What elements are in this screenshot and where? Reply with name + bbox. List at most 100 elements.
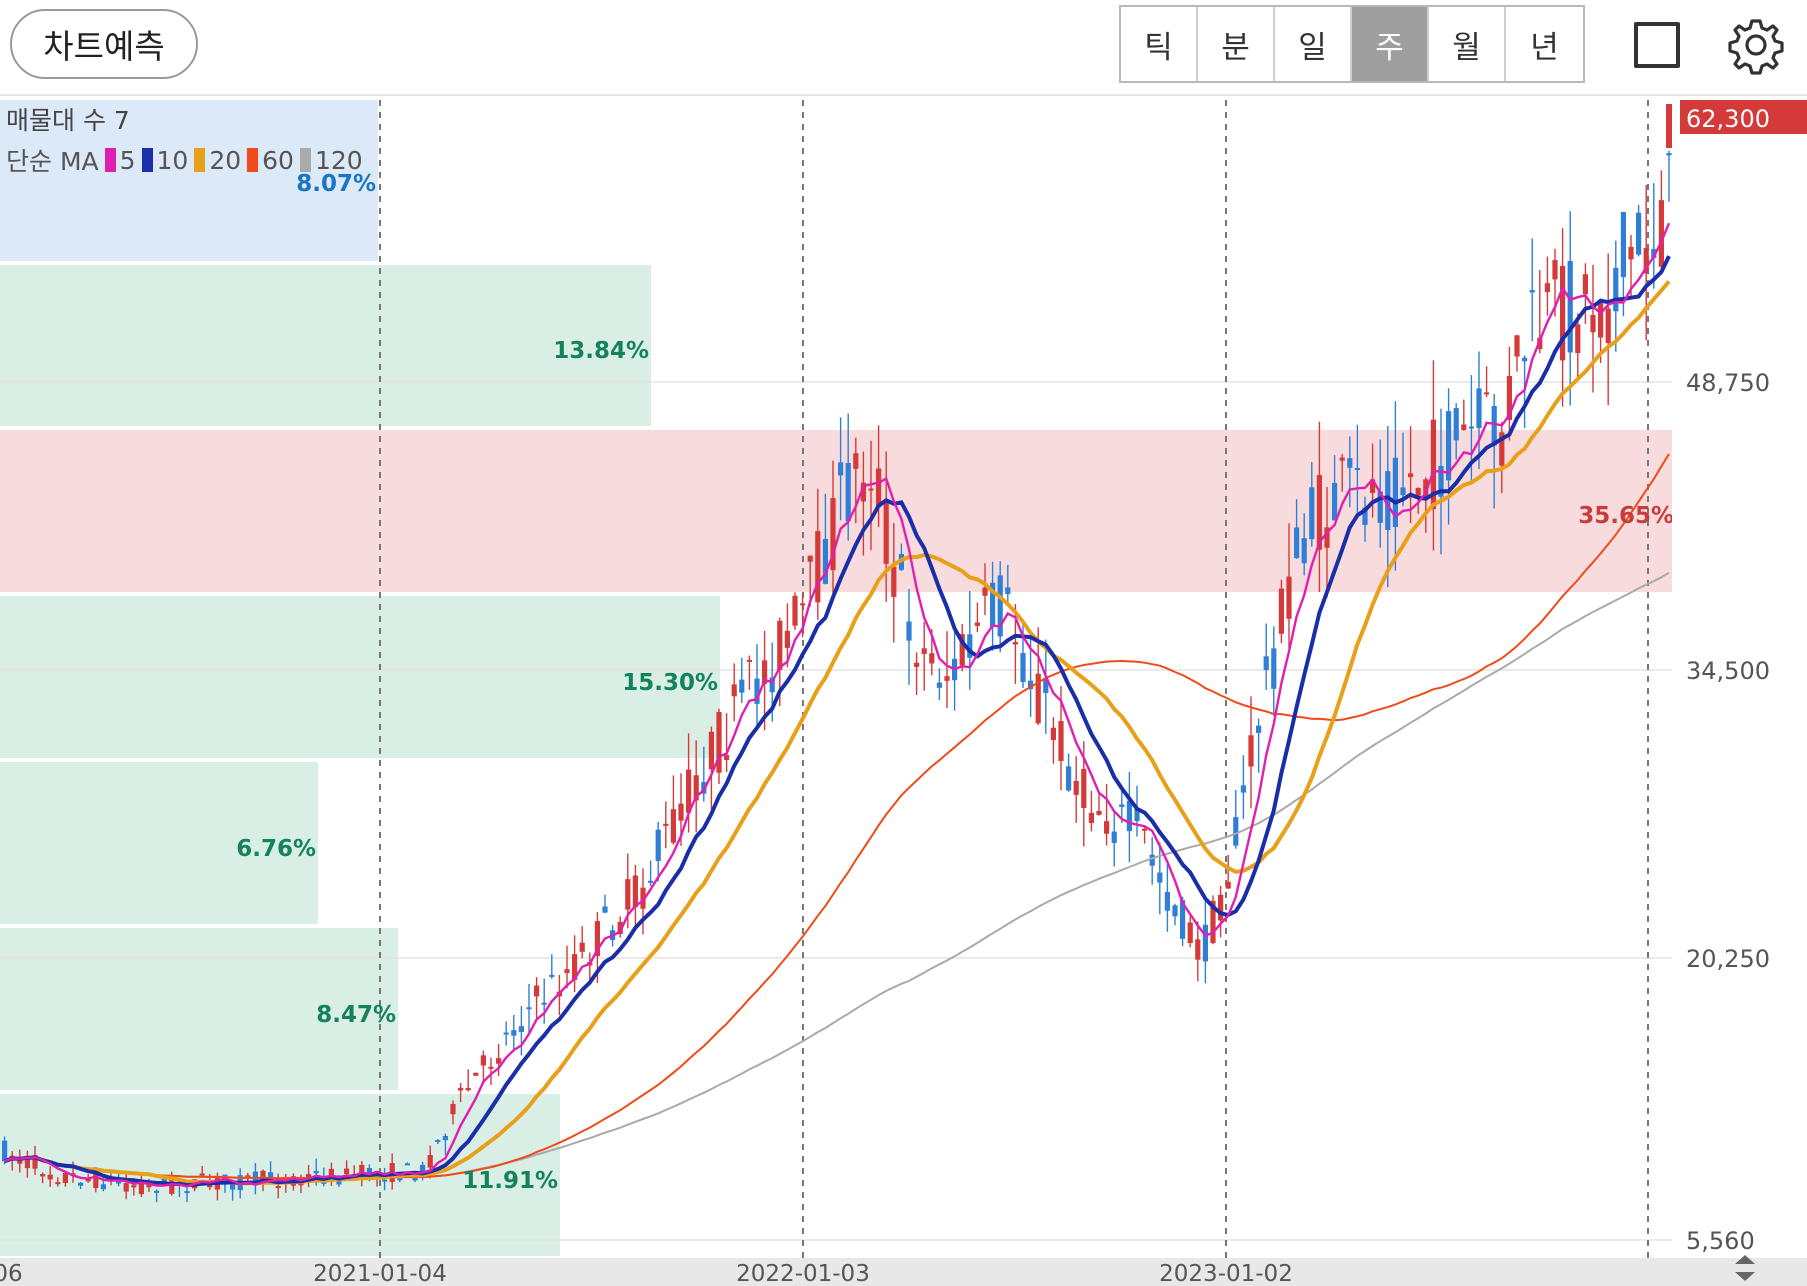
candle-up <box>594 921 600 957</box>
candle-up <box>1104 821 1110 834</box>
candle-up <box>32 1155 38 1169</box>
volume-profile-bar <box>0 928 398 1090</box>
candle-down <box>1172 905 1178 917</box>
period-tab-year[interactable]: 년 <box>1530 29 1559 66</box>
period-tab-tick[interactable]: 틱 <box>1121 7 1198 81</box>
volume-profile-label: 35.65% <box>1578 503 1674 529</box>
candle-down <box>404 1163 410 1166</box>
candle-up <box>564 969 570 974</box>
candle-down <box>1233 817 1239 846</box>
volume-profile-label: 13.84% <box>553 338 649 364</box>
candle-up <box>123 1183 129 1192</box>
candle-up <box>1316 475 1322 550</box>
candle-down <box>78 1182 84 1186</box>
candle-up <box>1210 900 1216 944</box>
candle-down <box>1149 854 1155 866</box>
candle-down <box>1666 153 1672 156</box>
volume-profile-label: 11.91% <box>462 1168 558 1194</box>
gear-icon[interactable] <box>1726 15 1786 75</box>
chart-predict-button[interactable]: 차트예측 <box>10 9 198 79</box>
candle-down <box>1066 766 1072 791</box>
volume-profile-bar <box>0 596 720 758</box>
period-tab-month[interactable]: 월 <box>1429 7 1506 81</box>
candle-up <box>344 1168 350 1175</box>
candle-down <box>967 634 973 658</box>
candle-up <box>1218 894 1224 921</box>
candle-up <box>1560 265 1566 361</box>
ma120-label: 120 <box>314 145 363 175</box>
ma5-swatch <box>104 148 116 172</box>
candle-up <box>632 875 638 908</box>
ma-legend: 단순 MA 5 10 20 60 120 <box>6 142 363 178</box>
candle-up <box>1324 527 1330 548</box>
candle-up <box>138 1183 144 1195</box>
candle-down <box>1271 648 1277 689</box>
volume-profile-bar <box>0 100 378 261</box>
candle-up <box>731 684 737 697</box>
candle-down <box>435 1140 441 1143</box>
candle-down <box>336 1181 342 1185</box>
candle-up <box>663 823 669 826</box>
candle-down <box>1476 388 1482 429</box>
candle-up <box>260 1170 266 1180</box>
candle-up <box>1658 200 1664 267</box>
candle-up <box>1408 473 1414 478</box>
price-axis-tick-label: 48,750 <box>1686 369 1770 397</box>
top-toolbar: 차트예측 틱 분 일 주 월 년 <box>0 0 1807 96</box>
candle-down <box>230 1184 236 1190</box>
candle-down <box>1111 831 1117 844</box>
time-axis-tick-label: 2022-01-03 <box>736 1261 870 1286</box>
candle-down <box>1362 507 1368 525</box>
ma60-swatch <box>247 148 259 172</box>
period-tab-week[interactable]: 주 <box>1352 7 1429 81</box>
candle-down <box>1354 468 1360 471</box>
candle-down <box>1636 212 1642 255</box>
candle-up <box>496 1058 502 1064</box>
candle-up <box>1590 314 1596 333</box>
ma10-swatch <box>141 148 153 172</box>
volume-profile-bar <box>0 265 651 426</box>
candle-down <box>1028 680 1034 690</box>
candle-up <box>974 622 980 626</box>
candle-down <box>1157 872 1163 883</box>
candle-down <box>1180 900 1186 939</box>
candle-up <box>1142 828 1148 831</box>
candle-up <box>199 1173 205 1176</box>
candle-down <box>1567 260 1573 353</box>
volume-profile-label: 15.30% <box>622 670 718 696</box>
period-tab-day[interactable]: 일 <box>1275 7 1352 81</box>
candle-down <box>1620 212 1626 278</box>
scroll-arrows-icon[interactable] <box>1735 1255 1755 1281</box>
candle-down <box>1134 808 1140 822</box>
candle-down <box>1385 471 1391 531</box>
candle-up <box>1643 247 1649 274</box>
candle-down <box>1377 491 1383 523</box>
candle-up <box>465 1087 471 1091</box>
candle-down <box>184 1191 190 1194</box>
candle-up <box>1088 812 1094 823</box>
candle-up <box>914 662 920 667</box>
candle-down <box>503 1032 509 1035</box>
candle-up <box>777 620 783 671</box>
price-chart[interactable]: 8.07% 13.84% 35.65% 15.30% 6.76% 8.47% 11.91% 4… <box>0 96 1807 1286</box>
candle-up <box>640 887 646 909</box>
candle-down <box>1294 527 1300 559</box>
ma5-label: 5 <box>119 145 136 175</box>
candle-down <box>845 463 851 522</box>
candle-up <box>982 587 988 596</box>
period-tab-minute[interactable]: 분 <box>1198 7 1275 81</box>
candle-down <box>906 621 912 641</box>
time-axis-tick-label: 2021-01-04 <box>313 1261 447 1286</box>
candle-down <box>1446 411 1452 481</box>
candle-up <box>625 879 631 910</box>
candle-up <box>1598 300 1604 338</box>
candle-up <box>1195 939 1201 960</box>
candle-down <box>602 906 608 913</box>
candle-up <box>784 630 790 648</box>
candle-down <box>420 1164 426 1175</box>
square-icon[interactable] <box>1634 22 1680 68</box>
candle-down <box>161 1176 167 1184</box>
candle-up <box>762 660 768 684</box>
ma5-line <box>4 222 1671 1188</box>
candle-up <box>1628 246 1634 260</box>
